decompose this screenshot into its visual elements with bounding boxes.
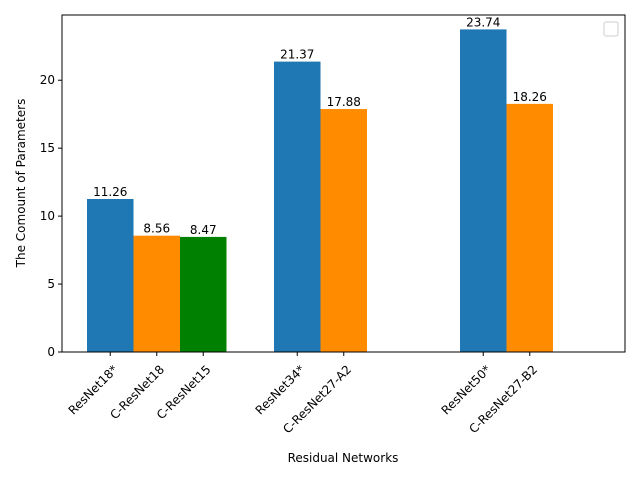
legend-box <box>603 21 619 37</box>
x-axis-title: Residual Networks <box>288 451 399 465</box>
y-tick-label: 15 <box>40 141 55 155</box>
y-axis-title: The Comount of Parameters <box>14 99 28 269</box>
bar-value-label: 21.37 <box>280 48 314 62</box>
bar-resnet18- <box>87 198 134 352</box>
y-tick-label: 10 <box>40 209 55 223</box>
bar-value-label: 8.56 <box>143 222 170 236</box>
bar-resnet34- <box>274 61 321 352</box>
bar-value-label: 23.74 <box>466 15 500 29</box>
bar-c-resnet27-a2 <box>320 109 367 352</box>
bar-resnet50- <box>460 29 507 353</box>
y-tick-label: 20 <box>40 73 55 87</box>
bar-value-label: 11.26 <box>93 185 127 199</box>
bar-value-label: 18.26 <box>513 90 547 104</box>
bar-c-resnet27-b2 <box>506 103 553 352</box>
bar-value-label: 17.88 <box>327 95 361 109</box>
bar-value-label: 8.47 <box>190 223 217 237</box>
y-axis: 0 5 10 15 20 <box>40 73 62 359</box>
y-tick-label: 0 <box>47 345 55 359</box>
bars-layer <box>87 29 553 353</box>
y-tick-label: 5 <box>47 277 55 291</box>
bar-c-resnet18 <box>133 235 180 352</box>
bar-value-labels: 11.26 8.56 8.47 21.37 17.88 23.74 18.26 <box>93 15 547 236</box>
bar-c-resnet15 <box>180 236 227 352</box>
